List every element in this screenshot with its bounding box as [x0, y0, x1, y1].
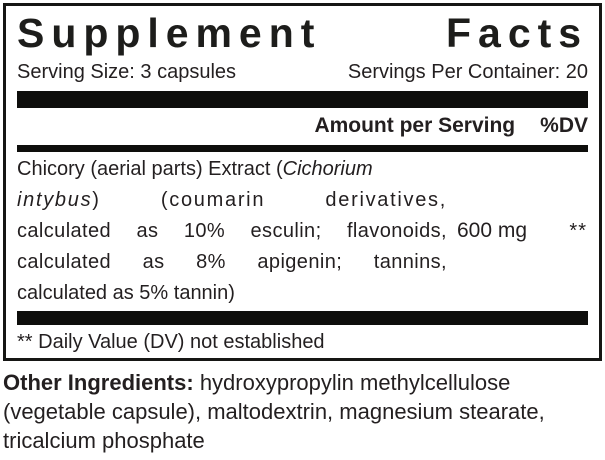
servings-per-container: Servings Per Container: 20	[347, 61, 588, 83]
other-ingredients: Other Ingredients: hydroxypropylin methy…	[3, 368, 602, 455]
serving-info-row: Serving Size: 3 capsules Servings Per Co…	[17, 58, 588, 89]
percent-dv-header: %DV	[540, 114, 588, 137]
ingredient-description: Chicory (aerial parts) Extract (Cichoriu…	[17, 154, 447, 309]
ingredient-line: calculated as 5% tannin)	[17, 281, 235, 304]
serving-size: Serving Size: 3 capsules	[17, 61, 237, 83]
other-ingredients-text: hydroxypropylin methylcellulose (vegetab…	[3, 370, 545, 453]
amount-per-serving-header: Amount per Serving	[314, 114, 516, 137]
ingredient-line: calculated as 8% apigenin; tannins,	[17, 250, 447, 273]
ingredient-line: calculated as 10% esculin; flavonoids,	[17, 219, 447, 242]
supplement-facts-panel: Supplement Facts Serving Size: 3 capsule…	[3, 3, 602, 361]
ingredient-row: Chicory (aerial parts) Extract (Cichoriu…	[17, 152, 588, 310]
ingredient-dv-value: **	[569, 219, 587, 242]
panel-title: Supplement Facts	[17, 10, 588, 56]
divider-thin	[17, 145, 588, 152]
ingredient-line: intybus) (coumarin derivatives,	[17, 188, 447, 211]
column-header-row: Amount per Serving %DV	[17, 108, 588, 145]
divider-thick-bottom	[17, 311, 588, 325]
divider-thick-top	[17, 91, 588, 108]
dv-footnote: ** Daily Value (DV) not established	[17, 331, 325, 353]
ingredient-line: Chicory (aerial parts) Extract (Cichoriu…	[17, 157, 373, 180]
other-ingredients-label: Other Ingredients:	[3, 370, 194, 395]
ingredient-amount: 600 mg	[457, 219, 528, 242]
